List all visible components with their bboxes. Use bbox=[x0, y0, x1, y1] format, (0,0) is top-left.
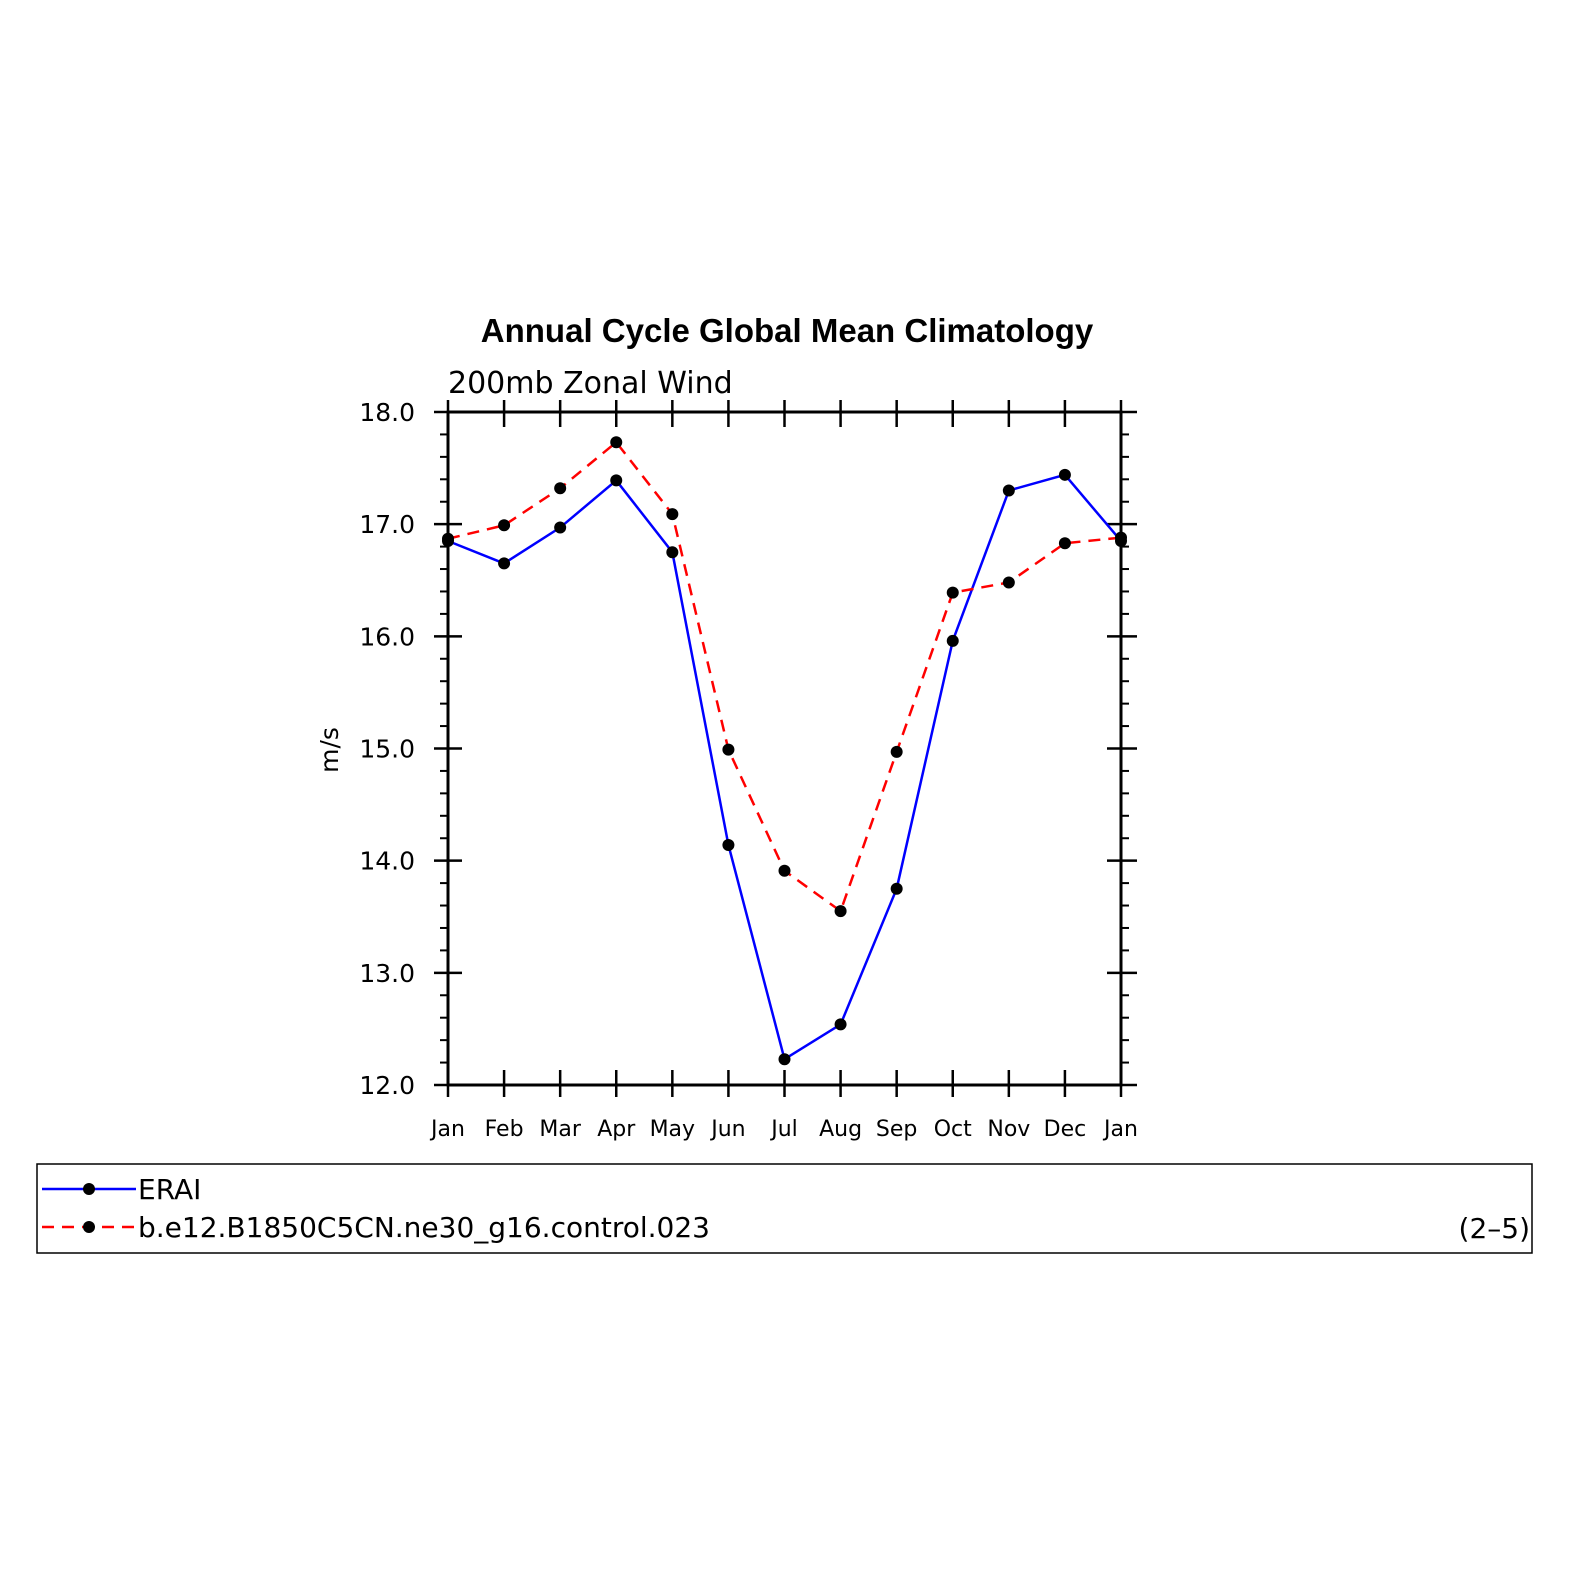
data-point-series-2 bbox=[722, 743, 735, 756]
data-point-series-1 bbox=[554, 521, 567, 534]
legend-label: ERAI bbox=[138, 1173, 201, 1206]
data-point-series-2 bbox=[946, 586, 959, 599]
data-point-series-1 bbox=[946, 634, 959, 647]
panel-label: (2–5) bbox=[1459, 1212, 1530, 1245]
legend-entries: ERAI b.e12.B1850C5CN.ne30_g16.control.023 bbox=[42, 1173, 710, 1244]
x-tick-label: Mar bbox=[539, 1117, 581, 1142]
data-point-series-2 bbox=[1002, 576, 1015, 589]
legend-label: b.e12.B1850C5CN.ne30_g16.control.023 bbox=[138, 1211, 710, 1244]
plot-series bbox=[442, 436, 1127, 1066]
x-tick-label: May bbox=[650, 1117, 695, 1142]
x-tick-label: Aug bbox=[819, 1117, 862, 1142]
x-tick-label: Jun bbox=[709, 1117, 745, 1142]
x-tick-label: Jan bbox=[429, 1117, 465, 1142]
data-point-series-2 bbox=[498, 519, 511, 532]
data-point-series-2 bbox=[834, 905, 847, 918]
data-point-series-2 bbox=[778, 864, 791, 877]
data-point-series-2 bbox=[666, 508, 679, 521]
data-point-series-1 bbox=[722, 838, 735, 851]
y-tick-label: 16.0 bbox=[359, 622, 415, 651]
legend: ERAI b.e12.B1850C5CN.ne30_g16.control.023… bbox=[36, 1163, 1533, 1254]
data-point-series-1 bbox=[1002, 484, 1015, 497]
plot-frame bbox=[446, 410, 1123, 1087]
x-tick-label: Oct bbox=[934, 1117, 972, 1142]
data-point-series-1 bbox=[1058, 468, 1071, 481]
data-point-series-1 bbox=[666, 546, 679, 559]
series-line-2 bbox=[447, 440, 1122, 914]
data-point-series-1 bbox=[834, 1018, 847, 1031]
x-tick-label: Jul bbox=[769, 1117, 798, 1142]
chart-subtitle: 200mb Zonal Wind bbox=[448, 366, 733, 401]
y-tick-label: 12.0 bbox=[359, 1071, 415, 1100]
chart-title: Annual Cycle Global Mean Climatology bbox=[481, 312, 1094, 349]
data-point-series-2 bbox=[1058, 537, 1071, 550]
data-point-series-1 bbox=[890, 882, 903, 895]
series-line-1 bbox=[447, 473, 1122, 1062]
data-point-series-2 bbox=[610, 436, 623, 449]
x-tick-label: Nov bbox=[987, 1117, 1030, 1142]
x-tick-label: Sep bbox=[876, 1117, 917, 1142]
y-tick-label: 15.0 bbox=[359, 735, 415, 764]
y-tick-label: 18.0 bbox=[359, 398, 415, 427]
x-tick-label: Feb bbox=[485, 1117, 524, 1142]
legend-box bbox=[36, 1163, 1533, 1254]
data-point-series-2 bbox=[890, 745, 903, 758]
x-tick-label: Jan bbox=[1102, 1117, 1138, 1142]
data-point-series-1 bbox=[778, 1053, 791, 1066]
data-point-series-1 bbox=[610, 474, 623, 487]
y-tick-label: 14.0 bbox=[359, 847, 415, 876]
legend-swatch-marker bbox=[83, 1221, 95, 1233]
y-axis-label: m/s bbox=[315, 727, 344, 773]
axes: Jan Feb Mar Apr May Jun Jul Aug Sep Oct Nov Dec Jan 1… bbox=[359, 398, 1138, 1142]
data-point-series-1 bbox=[498, 557, 511, 570]
x-tick-label: Apr bbox=[597, 1117, 636, 1142]
legend-swatch-marker bbox=[83, 1183, 95, 1195]
y-tick-label: 13.0 bbox=[359, 959, 415, 988]
y-tick-label: 17.0 bbox=[359, 510, 415, 539]
data-point-series-2 bbox=[554, 482, 567, 495]
x-tick-label: Dec bbox=[1044, 1117, 1087, 1142]
